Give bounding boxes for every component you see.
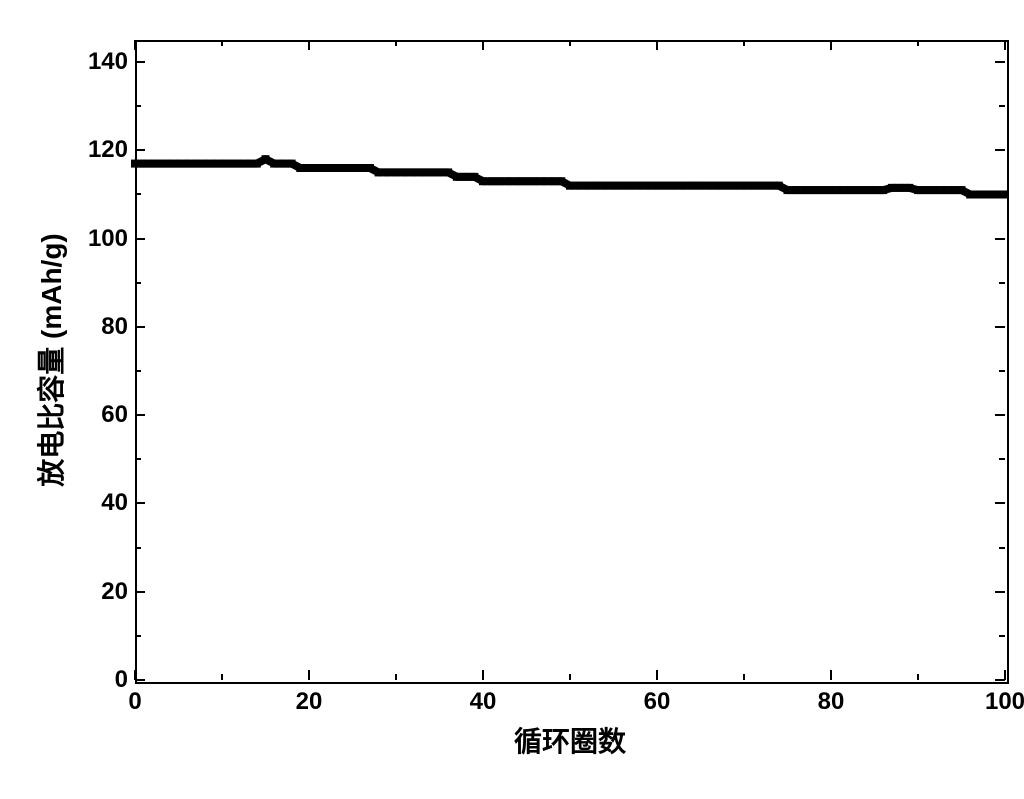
y-tick-minor (135, 282, 141, 284)
x-tick-minor (569, 674, 571, 680)
y-tick-minor-right (999, 458, 1005, 460)
x-tick-minor (743, 674, 745, 680)
x-tick-minor-top (569, 40, 571, 46)
y-tick-major (135, 679, 145, 681)
x-tick-minor (395, 674, 397, 680)
y-tick-label: 40 (80, 489, 128, 517)
x-tick-major (308, 670, 310, 680)
y-tick-major-right (995, 679, 1005, 681)
x-tick-minor-top (917, 40, 919, 46)
plot-area (135, 40, 1009, 684)
y-tick-major-right (995, 591, 1005, 593)
y-tick-minor-right (999, 282, 1005, 284)
x-tick-major-top (830, 40, 832, 50)
x-tick-major-top (482, 40, 484, 50)
x-tick-minor (917, 674, 919, 680)
x-tick-major-top (134, 40, 136, 50)
y-tick-label: 80 (80, 313, 128, 341)
y-tick-minor-right (999, 370, 1005, 372)
y-tick-minor-right (999, 635, 1005, 637)
y-tick-label: 60 (80, 401, 128, 429)
y-tick-minor-right (999, 105, 1005, 107)
x-axis-label: 循环圈数 (514, 720, 626, 760)
y-tick-major (135, 414, 145, 416)
y-tick-major (135, 149, 145, 151)
x-tick-label: 20 (296, 688, 323, 716)
x-tick-minor-top (743, 40, 745, 46)
y-tick-minor (135, 193, 141, 195)
x-tick-label: 40 (470, 688, 497, 716)
x-tick-label: 0 (128, 688, 141, 716)
y-tick-major-right (995, 502, 1005, 504)
x-tick-label: 100 (985, 688, 1024, 716)
y-tick-minor (135, 635, 141, 637)
y-tick-minor (135, 370, 141, 372)
x-tick-major (830, 670, 832, 680)
y-tick-major-right (995, 61, 1005, 63)
y-tick-label: 20 (80, 578, 128, 606)
x-tick-major (656, 670, 658, 680)
y-tick-major-right (995, 326, 1005, 328)
y-tick-major (135, 591, 145, 593)
y-tick-major (135, 326, 145, 328)
x-tick-label: 80 (818, 688, 845, 716)
x-tick-major-top (656, 40, 658, 50)
y-tick-label: 120 (80, 136, 128, 164)
y-tick-major-right (995, 149, 1005, 151)
y-tick-major (135, 502, 145, 504)
y-tick-label: 0 (80, 666, 128, 694)
y-tick-major (135, 61, 145, 63)
y-tick-minor (135, 547, 141, 549)
y-axis-label: 放电比容量 (mAh/g) (30, 233, 70, 487)
y-tick-minor-right (999, 193, 1005, 195)
y-tick-minor (135, 105, 141, 107)
chart-container: 循环圈数 放电比容量 (mAh/g) 0 20 40 60 80 100 0 20 40 60 80… (20, 20, 1024, 779)
y-tick-label: 100 (80, 225, 128, 253)
y-tick-major-right (995, 414, 1005, 416)
y-tick-major (135, 238, 145, 240)
y-tick-minor (135, 458, 141, 460)
x-tick-major-top (1004, 40, 1006, 50)
x-tick-minor-top (221, 40, 223, 46)
x-tick-label: 60 (644, 688, 671, 716)
x-tick-minor-top (395, 40, 397, 46)
x-tick-major-top (308, 40, 310, 50)
y-tick-major-right (995, 238, 1005, 240)
y-tick-minor-right (999, 547, 1005, 549)
x-tick-minor (221, 674, 223, 680)
x-tick-major (482, 670, 484, 680)
y-tick-label: 140 (80, 48, 128, 76)
